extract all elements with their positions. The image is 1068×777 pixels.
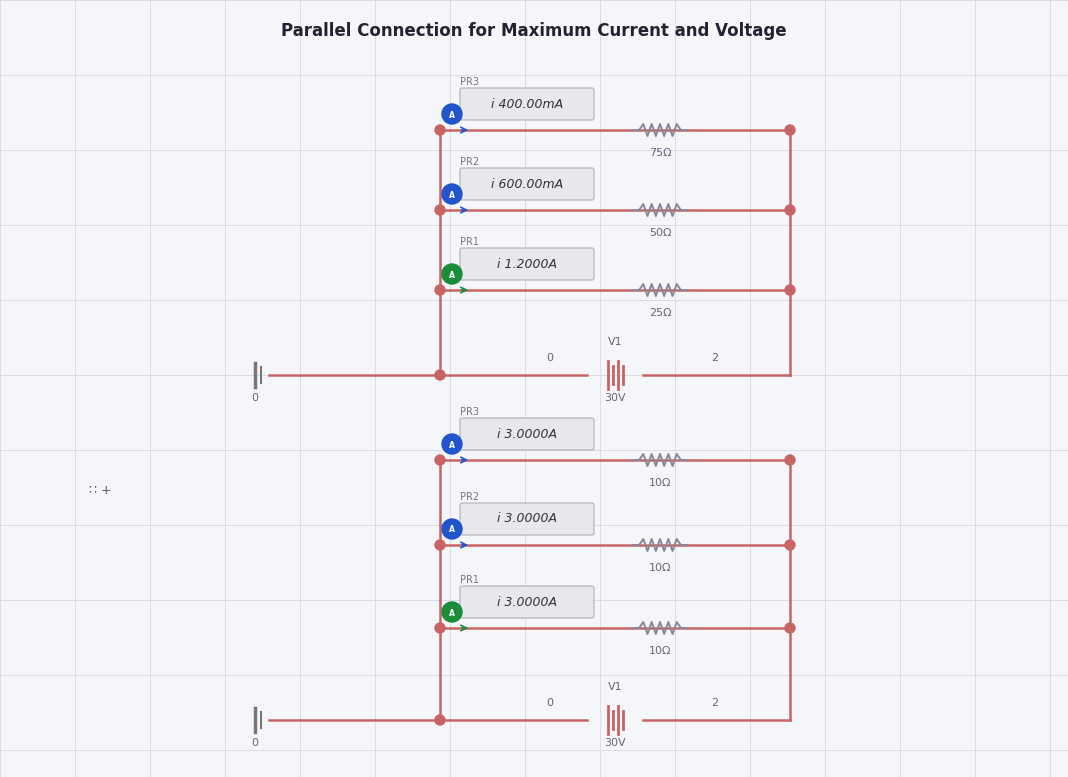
Circle shape bbox=[435, 623, 445, 633]
Circle shape bbox=[435, 205, 445, 215]
Text: PR3: PR3 bbox=[460, 77, 480, 87]
Circle shape bbox=[435, 455, 445, 465]
Text: Parallel Connection for Maximum Current and Voltage: Parallel Connection for Maximum Current … bbox=[281, 22, 787, 40]
Circle shape bbox=[442, 184, 462, 204]
Circle shape bbox=[442, 602, 462, 622]
Text: 10Ω: 10Ω bbox=[648, 646, 672, 656]
Text: i 1.2000A: i 1.2000A bbox=[497, 257, 557, 270]
Circle shape bbox=[785, 125, 795, 135]
Text: 0: 0 bbox=[547, 353, 553, 363]
Text: PR1: PR1 bbox=[460, 237, 480, 247]
Text: i 600.00mA: i 600.00mA bbox=[491, 177, 563, 190]
Text: 30V: 30V bbox=[604, 393, 626, 403]
Circle shape bbox=[435, 125, 445, 135]
Text: i 3.0000A: i 3.0000A bbox=[497, 513, 557, 525]
Circle shape bbox=[785, 285, 795, 295]
FancyBboxPatch shape bbox=[460, 168, 594, 200]
FancyBboxPatch shape bbox=[460, 248, 594, 280]
Text: 0: 0 bbox=[251, 738, 258, 748]
Circle shape bbox=[435, 285, 445, 295]
Text: A: A bbox=[449, 190, 455, 200]
Text: i 3.0000A: i 3.0000A bbox=[497, 595, 557, 608]
Text: 30V: 30V bbox=[604, 738, 626, 748]
FancyBboxPatch shape bbox=[460, 586, 594, 618]
Text: 0: 0 bbox=[251, 393, 258, 403]
Text: PR2: PR2 bbox=[460, 157, 480, 167]
Text: i 3.0000A: i 3.0000A bbox=[497, 427, 557, 441]
Text: V1: V1 bbox=[608, 682, 623, 692]
Text: A: A bbox=[449, 608, 455, 618]
Circle shape bbox=[435, 370, 445, 380]
Circle shape bbox=[785, 205, 795, 215]
Circle shape bbox=[442, 264, 462, 284]
Circle shape bbox=[442, 519, 462, 539]
Text: 25Ω: 25Ω bbox=[648, 308, 672, 318]
Text: 50Ω: 50Ω bbox=[648, 228, 672, 238]
FancyBboxPatch shape bbox=[460, 88, 594, 120]
Text: A: A bbox=[449, 525, 455, 535]
FancyBboxPatch shape bbox=[460, 418, 594, 450]
Text: A: A bbox=[449, 441, 455, 450]
Text: 2: 2 bbox=[711, 698, 719, 708]
Text: V1: V1 bbox=[608, 337, 623, 347]
Text: 75Ω: 75Ω bbox=[648, 148, 672, 158]
Text: PR2: PR2 bbox=[460, 492, 480, 502]
FancyBboxPatch shape bbox=[460, 503, 594, 535]
Text: PR1: PR1 bbox=[460, 575, 480, 585]
Text: A: A bbox=[449, 270, 455, 280]
Circle shape bbox=[785, 540, 795, 550]
Circle shape bbox=[785, 623, 795, 633]
Circle shape bbox=[442, 104, 462, 124]
Text: 2: 2 bbox=[711, 353, 719, 363]
Text: 10Ω: 10Ω bbox=[648, 478, 672, 488]
Circle shape bbox=[785, 455, 795, 465]
Text: 10Ω: 10Ω bbox=[648, 563, 672, 573]
Text: ∷ +: ∷ + bbox=[89, 483, 111, 497]
Text: PR3: PR3 bbox=[460, 407, 480, 417]
Circle shape bbox=[435, 540, 445, 550]
Text: i 400.00mA: i 400.00mA bbox=[491, 97, 563, 110]
Text: 0: 0 bbox=[547, 698, 553, 708]
Circle shape bbox=[442, 434, 462, 454]
Text: A: A bbox=[449, 110, 455, 120]
Circle shape bbox=[435, 715, 445, 725]
